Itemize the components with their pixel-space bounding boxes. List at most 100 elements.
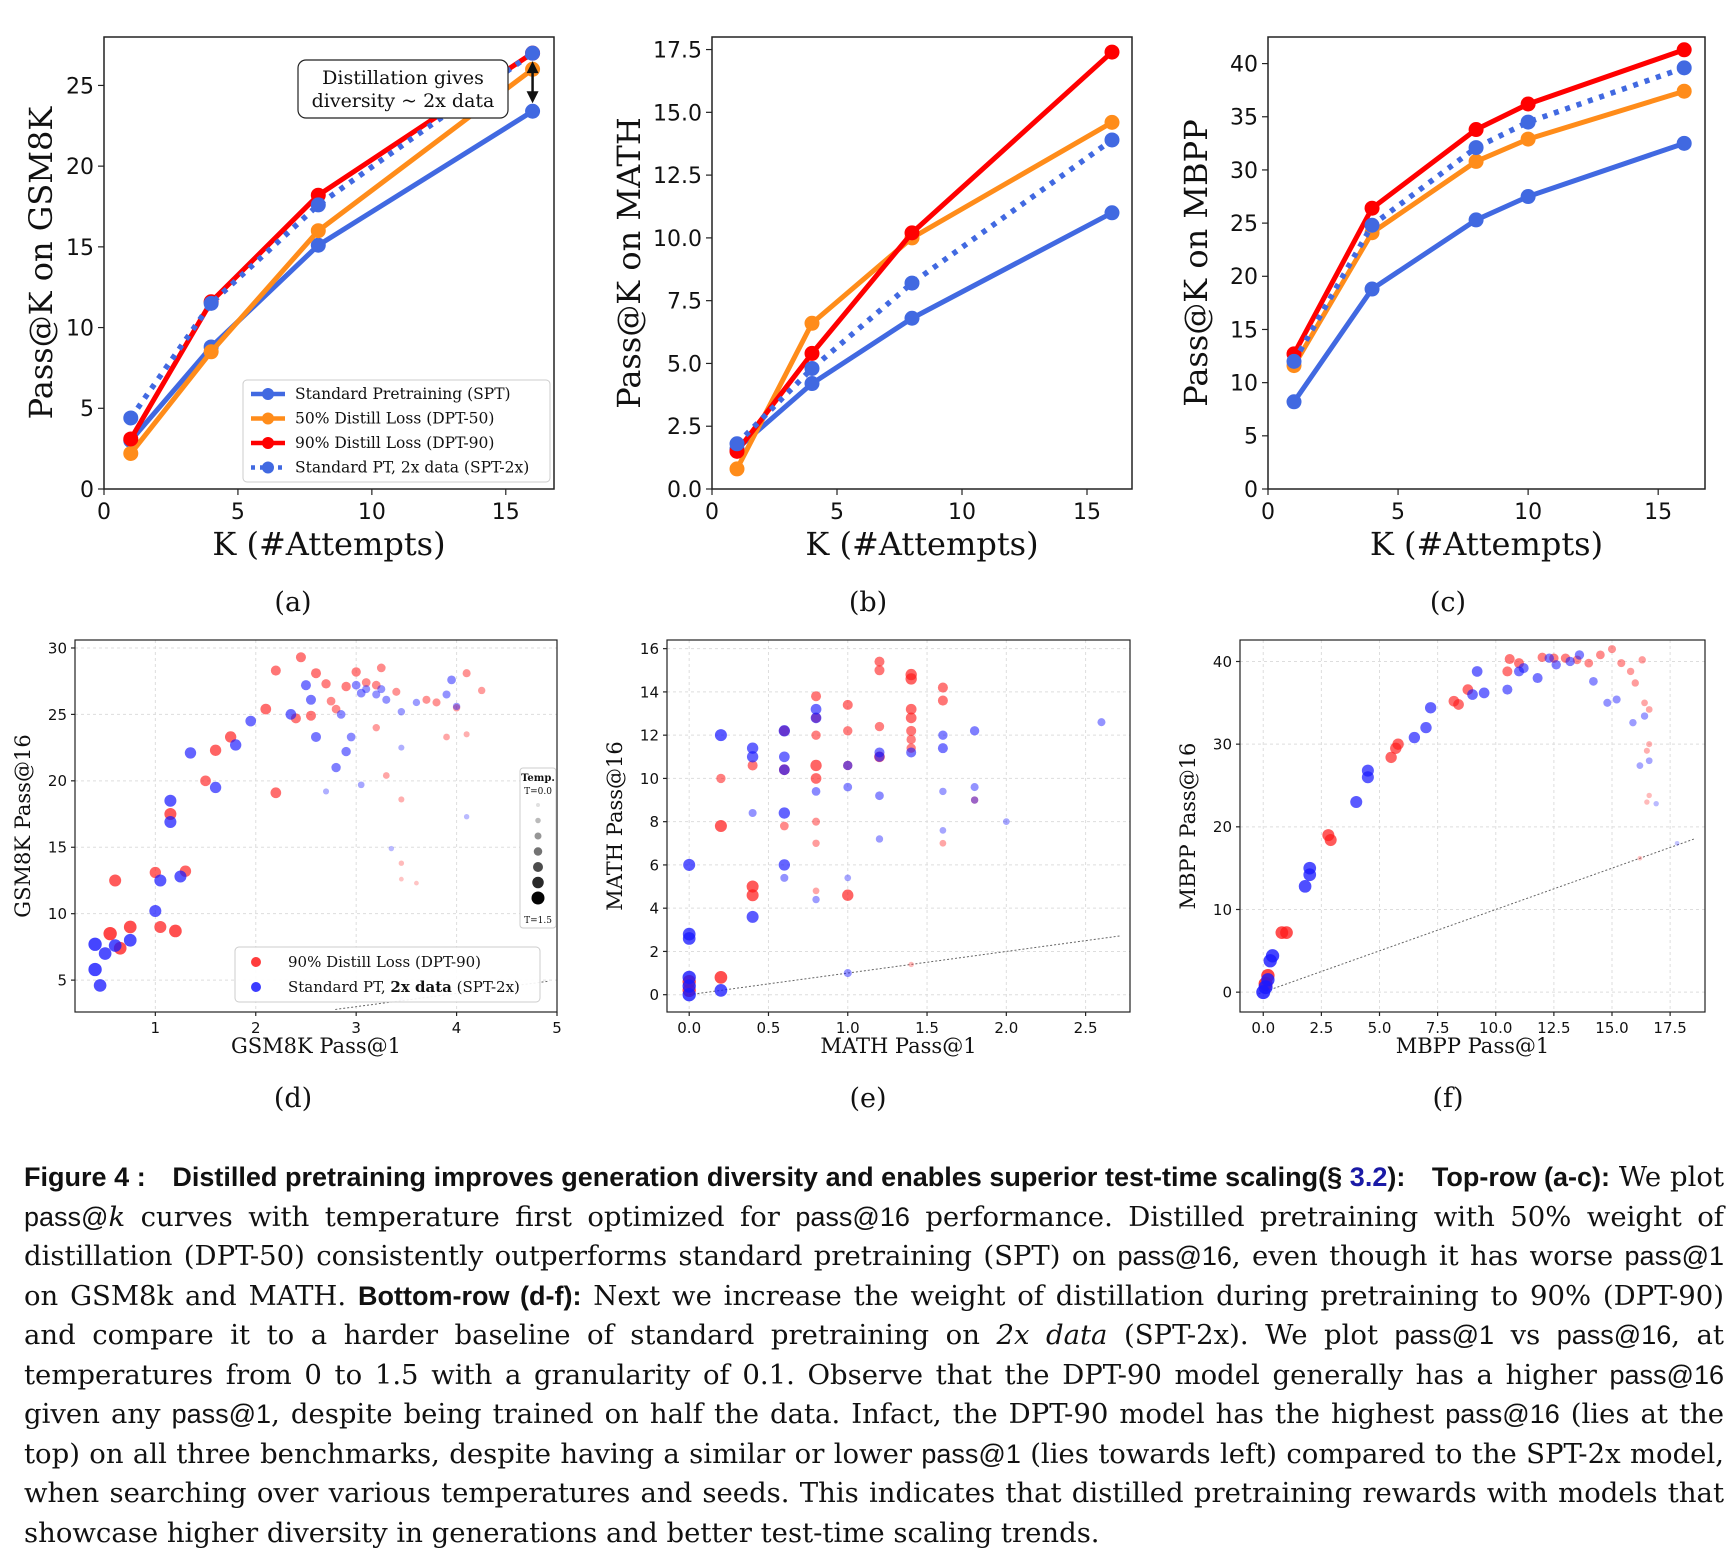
scatter-point-red [1607,645,1617,654]
y-tick-label: 17.5 [653,38,702,63]
scatter-point-blue [812,895,820,904]
scatter-point-red [812,839,820,848]
caption-section-ref[interactable]: 3.2 [1349,1162,1388,1192]
caption-title-end: ): [1387,1162,1406,1192]
data-point-spt [1676,135,1692,151]
scatter-point-red [123,920,137,934]
scatter-point-red [1537,652,1547,663]
y-tick-label: 20 [1213,818,1232,836]
caption-term: pass@1 [1394,1320,1495,1350]
subfigure-label: (e) [849,1083,886,1114]
scatter-point-blue [1574,650,1585,660]
x-tick-label: 0 [705,500,719,525]
y-tick-label: 10 [66,316,94,341]
scatter-point-red [905,712,917,724]
scatter-point-red [361,678,371,687]
y-tick-label: 30 [48,639,67,657]
x-tick-label: 0 [97,500,111,525]
scatter-point-red [970,796,979,804]
x-tick-label: 7.5 [1426,1019,1450,1037]
subfigure-label: (a) [274,587,311,618]
temp-legend-marker [534,832,542,840]
scatter-point-blue [377,685,386,694]
y-tick-label: 5 [1244,425,1258,450]
data-point-spt [310,237,326,253]
scatter-point-blue [164,794,177,807]
scatter-point-blue [778,859,791,871]
caption-text: performance. Distilled pretraining with … [24,1200,1724,1273]
scatter-point-red [1390,742,1402,754]
scatter-point-blue [88,937,102,951]
scatter-point-blue [1674,840,1680,846]
scatter-point-red [874,665,885,676]
scatter-point-red [1453,699,1464,710]
chart-b: 0 5 10 15 0.0 2.5 5.0 7.5 10.0 12.5 15.0 17.5 K (#At… [610,36,1133,618]
series-line-dpt50 [734,120,1114,471]
scatter-point-red [843,726,853,736]
scatter-point-blue [388,845,395,852]
legend-marker-spt2x [262,461,274,474]
annotation-arrowhead [526,91,539,104]
scatter-point-blue [1303,868,1317,882]
scatter-point-red [398,876,404,882]
annotation-arrowhead [526,61,539,74]
data-point-dpt50 [1520,131,1536,147]
y-tick-label: 7.5 [667,290,702,315]
scatter-point-blue [746,910,759,923]
scatter-point-blue [810,712,822,724]
scatter-point-blue [1612,695,1621,704]
x-tick-label: 10 [358,500,386,525]
scatter-point-red [169,924,182,938]
y-tick-label: 20 [1230,265,1258,290]
scatter-point-red [398,796,405,803]
scatter-point-blue [174,870,187,883]
scatter-point-red [1504,653,1515,665]
scatter-point-blue [844,874,852,882]
caption-term: pass@1 [921,1438,1021,1469]
scatter-point-blue [1532,673,1543,684]
scatter-point-red [326,696,336,706]
data-point-dpt50 [123,445,139,461]
scatter-point-blue [1636,762,1644,770]
caption-text: , at temperatures from 0 to 1.5 with a g… [24,1319,1724,1391]
scatter-point-red [1638,656,1646,664]
scatter-point-blue [1298,880,1312,893]
caption-text: on GSM8k and MATH. [24,1279,358,1312]
y-tick-label: 25 [1230,212,1258,237]
y-tick-label: 0 [649,986,659,1004]
data-point-spt [525,103,541,119]
chart-c: 0 5 10 15 0 5 10 15 20 25 30 35 40 K (#Attempts) Pass@… [1177,36,1706,618]
scatter-point-blue [748,808,757,818]
scatter-point-blue [843,782,853,792]
data-point-dpt90 [904,225,920,241]
scatter-point-blue [372,690,381,699]
scatter-point-red [372,723,380,732]
data-point-spt2x [123,410,139,426]
x-tick-label: 5.0 [1368,1019,1392,1037]
y-tick-label: 0 [1222,984,1232,1002]
scatter-point-blue [780,873,789,882]
scatter-point-blue [1544,653,1554,663]
scatter-point-blue [149,905,162,918]
scatter-point-blue [1518,663,1529,674]
y-tick-label: 40 [1230,53,1258,78]
scatter-point-red [1641,699,1648,707]
data-point-spt2x [1286,353,1302,369]
scatter-point-red [209,744,222,756]
y-axis-label: MBPP Pass@16 [1176,743,1200,910]
scatter-point-blue [362,685,371,694]
scatter-point-blue [1629,718,1637,727]
scatter-point-blue [452,702,461,711]
scatter-point-red [906,725,917,736]
y-axis-label: GSM8K Pass@16 [11,734,35,917]
data-point-dpt50 [804,315,820,331]
scatter-point-blue [356,688,366,698]
caption-title: Distilled pretraining improves generatio… [172,1162,1350,1192]
data-point-dpt50 [1468,153,1484,169]
y-tick-label: 30 [1230,159,1258,184]
scatter-point-red [154,920,167,933]
y-tick-label: 6 [649,856,659,874]
scatter-point-red [906,734,916,745]
series-line-dpt90 [1291,47,1686,356]
reference-line [1258,837,1696,995]
